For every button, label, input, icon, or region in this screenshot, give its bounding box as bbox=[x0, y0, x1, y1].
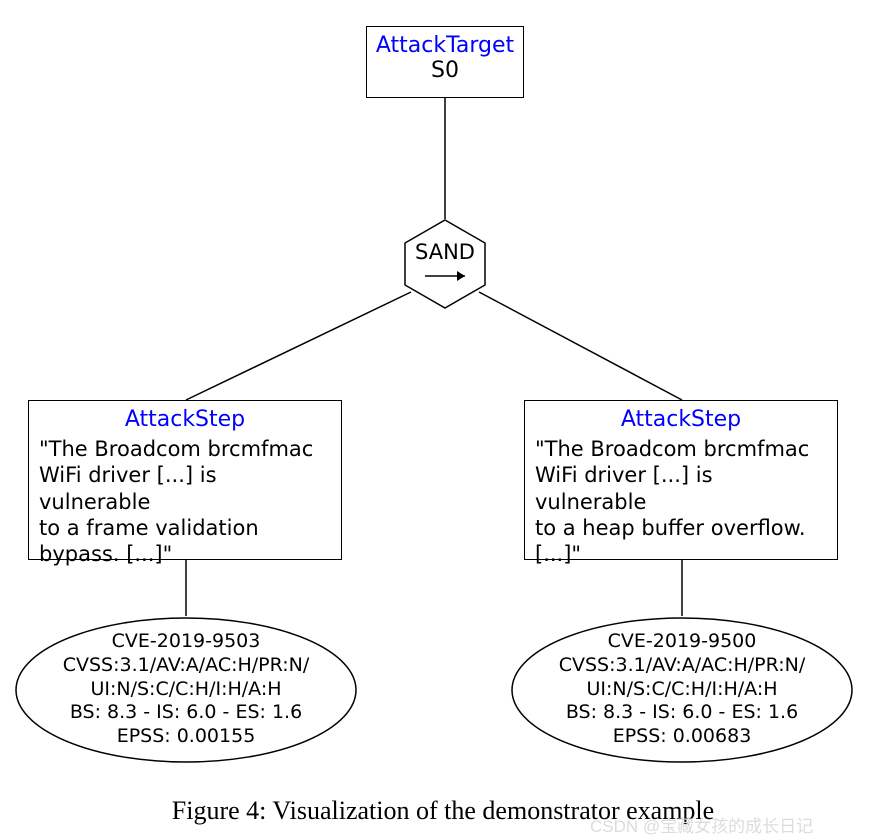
node-attack-step-left: AttackStep "The Broadcom brcmfmac WiFi d… bbox=[28, 400, 342, 560]
attack-target-title: AttackTarget bbox=[367, 27, 523, 58]
node-cve-left: CVE-2019-9503 CVSS:3.1/AV:A/AC:H/PR:N/ U… bbox=[14, 616, 358, 764]
node-attack-target: AttackTarget S0 bbox=[366, 26, 524, 98]
ellipse-right-shape bbox=[510, 616, 854, 764]
attack-target-subtitle: S0 bbox=[367, 58, 523, 89]
attack-step-right-desc: "The Broadcom brcmfmac WiFi driver [...]… bbox=[525, 436, 837, 575]
hexagon-shape bbox=[399, 218, 491, 310]
attack-step-right-title: AttackStep bbox=[525, 401, 837, 436]
attack-step-left-title: AttackStep bbox=[29, 401, 341, 436]
watermark: CSDN @宝藏女孩的成长日记 bbox=[590, 812, 813, 837]
node-sand: SAND bbox=[399, 218, 491, 310]
node-attack-step-right: AttackStep "The Broadcom brcmfmac WiFi d… bbox=[524, 400, 838, 560]
attack-step-left-desc: "The Broadcom brcmfmac WiFi driver [...]… bbox=[29, 436, 341, 575]
ellipse-left-shape bbox=[14, 616, 358, 764]
edge-sand-stepright bbox=[479, 292, 682, 400]
diagram-canvas: AttackTarget S0 SAND AttackStep "The Bro… bbox=[0, 0, 886, 839]
node-cve-right: CVE-2019-9500 CVSS:3.1/AV:A/AC:H/PR:N/ U… bbox=[510, 616, 854, 764]
edge-sand-stepleft bbox=[186, 292, 411, 400]
